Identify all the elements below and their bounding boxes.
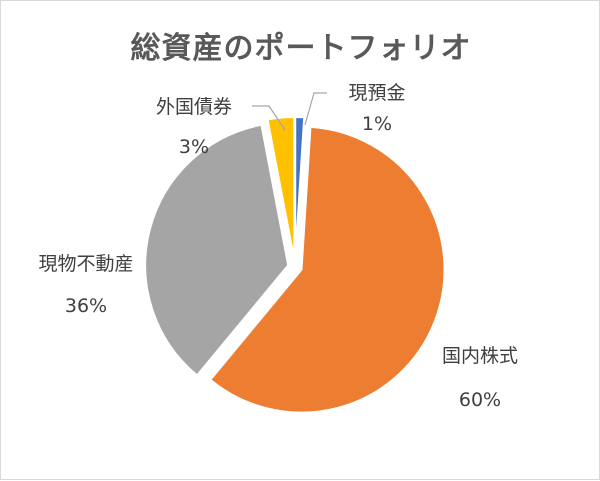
slice-domestic-stocks (208, 125, 446, 414)
label-foreign-bonds-percent: 3% (179, 136, 209, 158)
label-domestic-stocks-name: 国内株式 (442, 345, 518, 367)
label-cash-name: 現預金 (348, 82, 405, 104)
label-cash-percent: 1% (362, 113, 392, 135)
chart-title: 総資産のポートフォリオ (130, 31, 472, 66)
leader-lines (252, 92, 327, 131)
slice-real-estate (144, 123, 290, 377)
pie-slices (144, 116, 446, 414)
label-real-estate-name: 現物不動産 (38, 253, 133, 275)
leader-line-foreign-bonds (252, 105, 286, 131)
label-foreign-bonds-name: 外国債券 (156, 96, 232, 118)
slice-foreign-bonds (266, 116, 296, 261)
leader-line-cash (304, 92, 327, 126)
label-real-estate-percent: 36% (65, 295, 107, 317)
label-domestic-stocks-percent: 60% (459, 389, 501, 411)
